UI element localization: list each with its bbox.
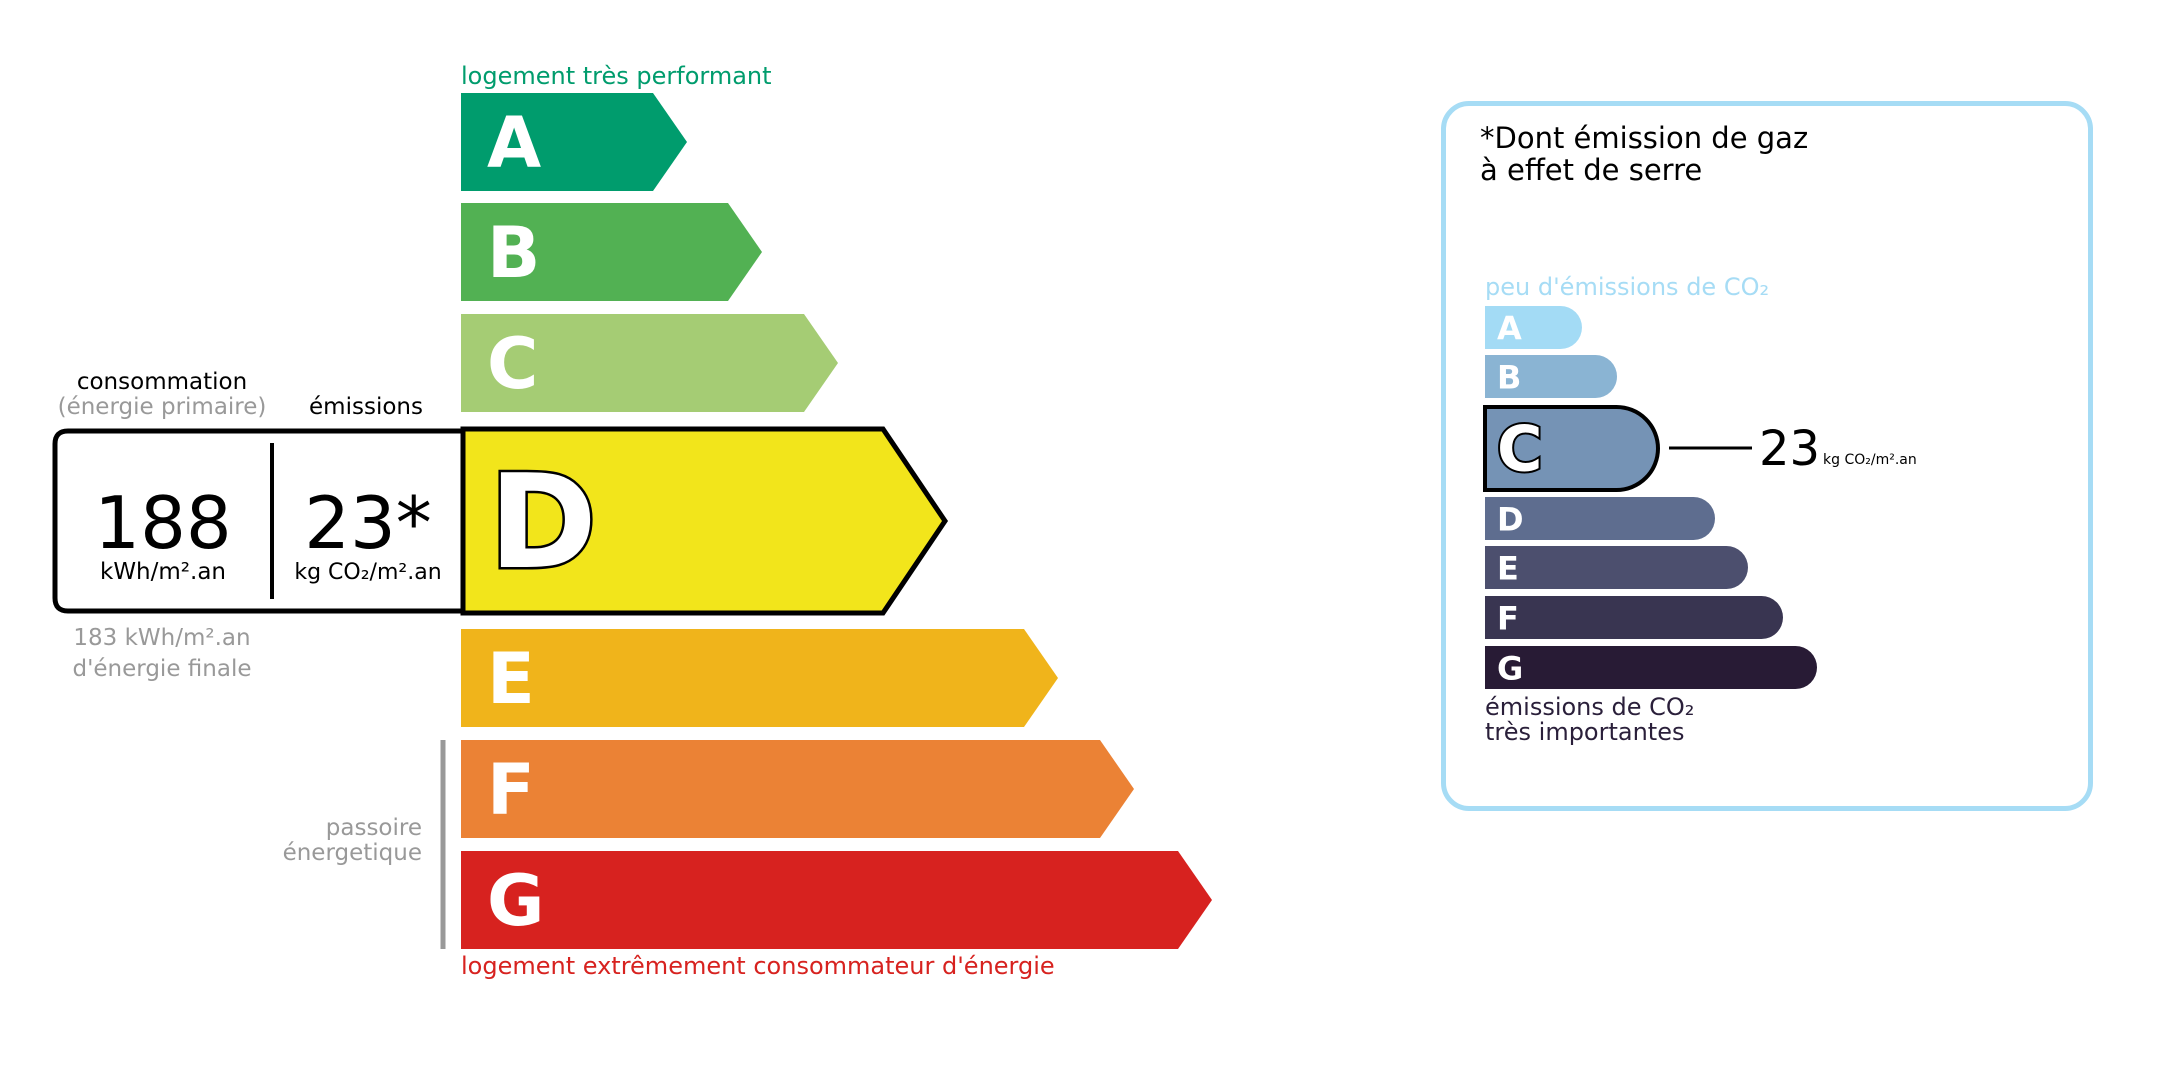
energy-top-label: logement très performant <box>461 62 772 90</box>
ges-unit: kg CO₂/m².an <box>1823 452 1917 468</box>
ges-bottom-line2: très importantes <box>1485 718 1685 746</box>
ges-class-bar-a <box>1485 306 1582 349</box>
ges-class-bar-b <box>1485 355 1617 398</box>
consumption-label: consommation <box>77 369 247 395</box>
energy-class-letter: B <box>487 212 540 294</box>
energy-class-letter: C <box>487 323 538 405</box>
ges-class-bar-c <box>1483 405 1660 492</box>
consumption-sub-label: (énergie primaire) <box>58 394 267 420</box>
current-value-box <box>52 428 466 614</box>
emissions-label: émissions <box>309 394 423 420</box>
ges-class-letter: D <box>1497 501 1524 539</box>
energy-bottom-label: logement extrêmement consommateur d'éner… <box>461 952 1055 980</box>
ges-class-bar-g <box>1485 646 1817 689</box>
passoire-label-2: énergetique <box>283 840 422 866</box>
energy-class-bar-f <box>461 740 1134 838</box>
energy-class-letter: G <box>487 860 544 942</box>
energy-class-bar-c <box>461 314 838 412</box>
consumption-unit: kWh/m².an <box>100 559 226 585</box>
ges-class-bar-d <box>1485 497 1715 540</box>
energy-class-bar-g <box>461 851 1212 949</box>
consumption-value: 188 <box>94 481 231 565</box>
energy-class-letter: E <box>487 638 535 720</box>
ges-class-bar-e <box>1485 546 1748 589</box>
energy-class-bar-b <box>461 203 762 301</box>
energy-class-bar-a <box>461 93 687 191</box>
final-energy-value: 183 kWh/m².an <box>73 625 250 651</box>
ges-class-letter: C <box>1497 413 1543 486</box>
emissions-unit: kg CO₂/m².an <box>294 560 441 585</box>
energy-class-letter: A <box>487 102 541 184</box>
ges-title-line2: à effet de serre <box>1480 153 1702 187</box>
ges-title-line1: *Dont émission de gaz <box>1480 121 1808 155</box>
ges-value: 23 <box>1759 421 1820 477</box>
energy-class-bar-e <box>461 629 1058 727</box>
ges-class-letter: G <box>1497 650 1523 688</box>
emissions-value: 23* <box>304 481 432 565</box>
ges-class-letter: F <box>1497 600 1519 638</box>
passoire-label-1: passoire <box>326 815 422 841</box>
final-energy-label: d'énergie finale <box>72 656 251 682</box>
ges-class-letter: B <box>1497 359 1521 397</box>
ges-bottom-line1: émissions de CO₂ <box>1485 693 1694 721</box>
ges-class-bar-f <box>1485 596 1783 639</box>
ges-class-letter: A <box>1497 310 1522 348</box>
ges-panel <box>1441 101 2093 811</box>
ges-class-letter: E <box>1497 550 1519 588</box>
energy-class-letter: F <box>487 749 535 831</box>
energy-class-letter: D <box>489 446 597 598</box>
ges-top-label: peu d'émissions de CO₂ <box>1485 273 1769 301</box>
